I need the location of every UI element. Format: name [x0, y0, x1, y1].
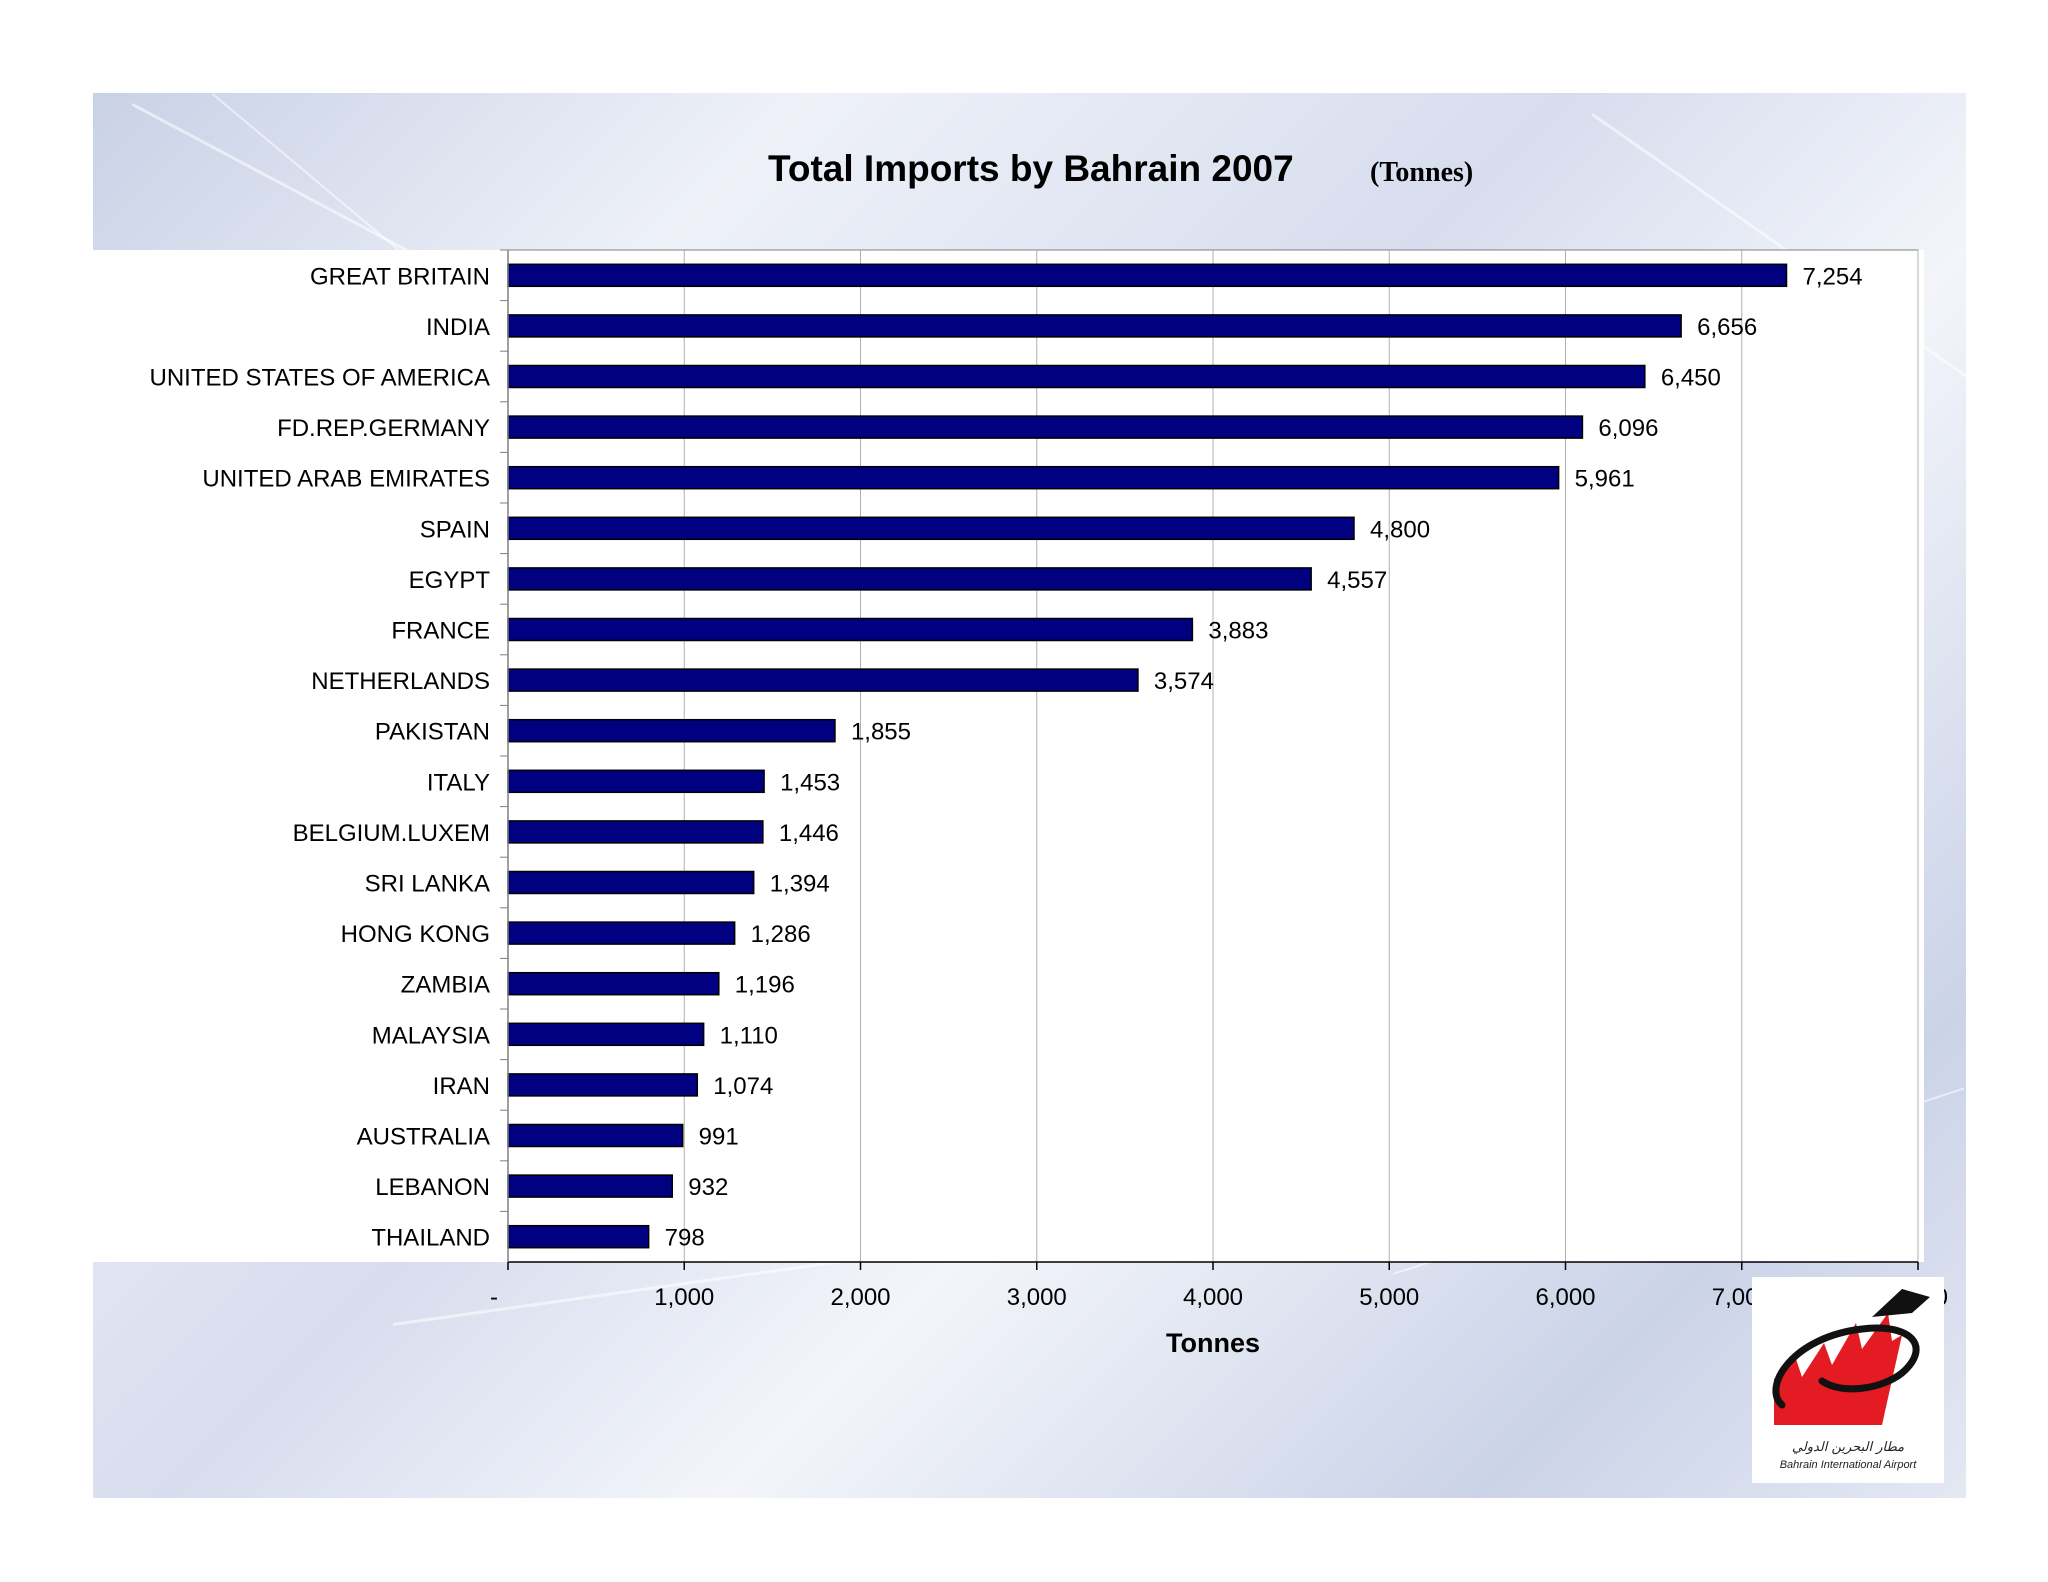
category-label: UNITED ARAB EMIRATES: [202, 466, 490, 493]
category-label: LEBANON: [375, 1174, 490, 1201]
bar: [507, 567, 1312, 591]
bar: [507, 1174, 674, 1198]
x-tick-label: 6,000: [1535, 1284, 1595, 1311]
x-tick-label: 4,000: [1183, 1284, 1243, 1311]
data-label: 4,800: [1370, 516, 1430, 543]
bar: [507, 971, 720, 996]
bar: [507, 1224, 650, 1249]
data-label: 1,110: [720, 1022, 778, 1049]
category-label: HONG KONG: [341, 921, 490, 948]
category-label: MALAYSIA: [372, 1022, 490, 1049]
category-label: FD.REP.GERMANY: [277, 415, 490, 442]
category-label: NETHERLANDS: [311, 668, 490, 695]
bar: [507, 617, 1194, 642]
data-label: 5,961: [1575, 466, 1635, 493]
category-label: SRI LANKA: [365, 871, 490, 898]
bar: [507, 1123, 684, 1148]
x-tick-label: 3,000: [1007, 1284, 1067, 1311]
x-axis-title: Tonnes: [1166, 1328, 1260, 1358]
x-tick-label: 2,000: [830, 1284, 890, 1311]
chart-title: Total Imports by Bahrain 2007: [768, 148, 1294, 189]
bar: [507, 769, 765, 794]
data-label: 1,855: [851, 719, 911, 746]
chart-unit-label: (Tonnes): [1370, 157, 1474, 188]
data-label: 1,446: [779, 820, 839, 847]
bar: [507, 314, 1682, 338]
x-axis-ticks: -1,0002,0003,0004,0005,0006,0007,0008,00…: [490, 1262, 1948, 1311]
data-label: 6,450: [1661, 365, 1721, 392]
bar: [507, 465, 1560, 490]
x-tick-label: 1,000: [654, 1284, 714, 1311]
data-label: 1,286: [751, 921, 811, 948]
bar: [507, 1022, 705, 1047]
category-label: GREAT BRITAIN: [310, 263, 490, 290]
bar: [507, 516, 1355, 541]
x-tick-label: -: [490, 1284, 498, 1311]
x-tick-label: 5,000: [1359, 1284, 1419, 1311]
category-label: ZAMBIA: [401, 972, 490, 999]
category-label: THAILAND: [371, 1225, 490, 1252]
category-label: INDIA: [426, 314, 490, 341]
data-label: 1,453: [780, 769, 840, 796]
bar: [507, 718, 836, 743]
bar: [507, 820, 764, 844]
data-label: 932: [688, 1174, 728, 1201]
data-label: 6,656: [1697, 314, 1757, 341]
bar: [507, 415, 1584, 439]
category-label: EGYPT: [409, 567, 491, 594]
category-label: FRANCE: [391, 618, 490, 645]
category-label: SPAIN: [420, 516, 490, 543]
bar: [507, 870, 755, 895]
data-label: 798: [665, 1225, 705, 1252]
data-label: 991: [699, 1124, 739, 1151]
data-label: 1,074: [713, 1073, 773, 1100]
category-label: PAKISTAN: [375, 719, 490, 746]
category-label: UNITED STATES OF AMERICA: [150, 365, 490, 392]
data-label: 1,394: [770, 871, 830, 898]
category-label: ITALY: [427, 769, 490, 796]
category-label: IRAN: [433, 1073, 490, 1100]
logo-english-text: Bahrain International Airport: [1779, 1459, 1917, 1471]
bar: [507, 1073, 699, 1097]
logo-arabic-text: مطار البحرين الدولي: [1791, 1440, 1905, 1455]
bar: [507, 921, 736, 945]
data-label: 4,557: [1327, 567, 1387, 594]
category-label: AUSTRALIA: [357, 1124, 490, 1151]
bar: [507, 263, 1788, 288]
data-label: 7,254: [1803, 263, 1863, 290]
bar: [507, 668, 1139, 692]
category-label: BELGIUM.LUXEM: [293, 820, 490, 847]
data-label: 3,883: [1208, 618, 1268, 645]
bar: [507, 364, 1646, 389]
airport-logo-icon: [1772, 1289, 1930, 1425]
bahrain-airport-logo: مطار البحرين الدولي Bahrain Internationa…: [1752, 1277, 1944, 1483]
data-label: 1,196: [735, 972, 795, 999]
data-label: 3,574: [1154, 668, 1214, 695]
category-labels: GREAT BRITAIN INDIA UNITED STATES OF AMERI…: [150, 249, 508, 1252]
bars: [507, 263, 1788, 1249]
data-label: 6,096: [1598, 415, 1658, 442]
